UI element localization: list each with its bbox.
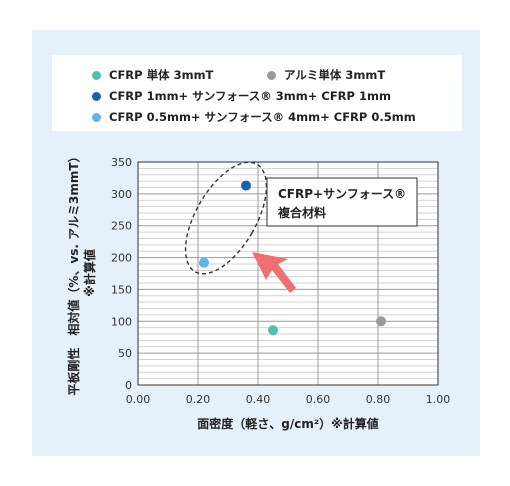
data-point bbox=[268, 325, 278, 336]
x-tick-label: 0.60 bbox=[306, 393, 331, 406]
legend-marker bbox=[92, 70, 101, 80]
legend-item-cfrp-1mm-composite: CFRP 1mm+ サンフォース® 3mm+ CFRP 1mm bbox=[92, 88, 391, 104]
x-axis-label: 面密度（軽さ、g/cm²）※計算値 bbox=[197, 416, 379, 431]
x-tick-label: 0.80 bbox=[366, 393, 391, 406]
axis-ticks: 0.00 0.20 0.40 0.60 0.80 1.00 0 50 100 150 200 250 3… bbox=[111, 156, 450, 406]
y-tick-label: 150 bbox=[111, 283, 132, 296]
legend-item-aluminum-single: アルミ単体 3mmT bbox=[267, 67, 385, 83]
y-tick-label: 200 bbox=[111, 252, 132, 265]
x-tick-label: 1.00 bbox=[426, 393, 451, 406]
composite-group-ellipse bbox=[184, 161, 268, 275]
data-point bbox=[199, 257, 209, 268]
annotation-line-2: 複合材料 bbox=[277, 205, 326, 220]
y-tick-label: 250 bbox=[111, 220, 132, 233]
annotation-line-1: CFRP+サンフォース® bbox=[278, 187, 406, 201]
y-axis-label-line-1: 平板剛性 相対値（%、vs. アルミ3mmT） bbox=[66, 150, 81, 395]
legend-label: CFRP 単体 3mmT bbox=[109, 68, 214, 82]
data-points bbox=[199, 180, 386, 336]
legend-label: アルミ単体 3mmT bbox=[284, 68, 386, 82]
data-point bbox=[376, 316, 386, 327]
legend-marker bbox=[92, 91, 101, 101]
legend-label: CFRP 0.5mm+ サンフォース® 4mm+ CFRP 0.5mm bbox=[109, 110, 416, 124]
arrow-icon bbox=[252, 252, 296, 293]
x-tick-label: 0.00 bbox=[126, 393, 151, 406]
y-tick-label: 50 bbox=[118, 347, 132, 360]
x-tick-label: 0.20 bbox=[186, 393, 211, 406]
legend-label: CFRP 1mm+ サンフォース® 3mm+ CFRP 1mm bbox=[109, 89, 391, 103]
legend: CFRP 単体 3mmT アルミ単体 3mmT CFRP 1mm+ サンフォース… bbox=[52, 55, 462, 131]
legend-item-cfrp-0-5mm-composite: CFRP 0.5mm+ サンフォース® 4mm+ CFRP 0.5mm bbox=[92, 109, 416, 125]
legend-item-cfrp-single: CFRP 単体 3mmT bbox=[92, 67, 213, 83]
y-axis-label-line-2: ※計算値 bbox=[82, 249, 97, 297]
y-tick-label: 0 bbox=[125, 379, 132, 392]
annotation-box bbox=[266, 177, 418, 227]
y-tick-label: 350 bbox=[111, 156, 132, 169]
legend-marker bbox=[92, 112, 101, 122]
plot-frame bbox=[137, 161, 439, 386]
legend-marker bbox=[267, 70, 276, 80]
x-tick-label: 0.40 bbox=[246, 393, 271, 406]
y-tick-label: 100 bbox=[111, 315, 132, 328]
y-tick-label: 300 bbox=[111, 188, 132, 201]
data-point bbox=[241, 180, 251, 191]
